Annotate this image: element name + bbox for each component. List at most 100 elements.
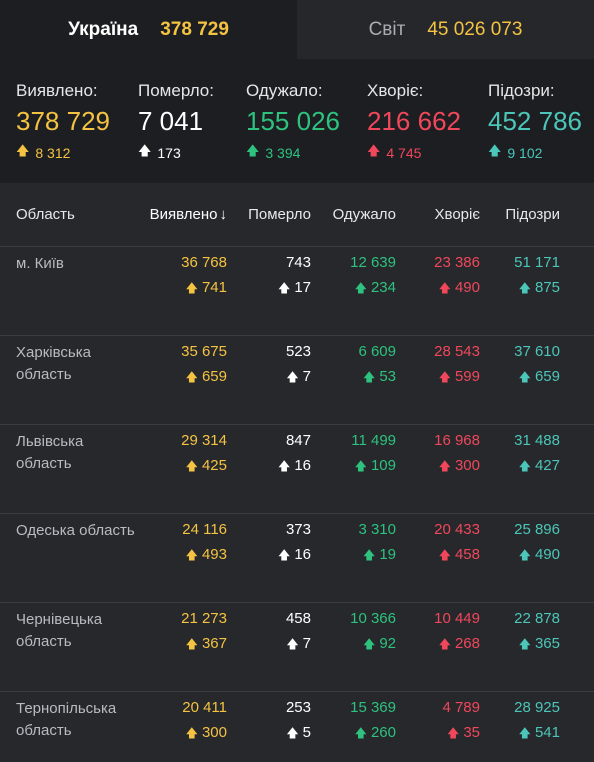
recovered-delta: 🡅 234 — [311, 278, 396, 298]
table-row[interactable]: Тернопільська область 20 411 🡅 300 253 🡅 5 15 3… — [0, 692, 594, 762]
cell-died: 373 🡅 16 — [227, 520, 311, 602]
sick-value: 28 543 — [434, 343, 480, 360]
suspected-delta: 🡅 875 — [480, 278, 560, 298]
stat-sick: Хворіє: 216 662 🡅 4 745 — [367, 81, 488, 162]
died-delta-value: 17 — [294, 279, 311, 296]
arrow-up-icon: 🡅 — [277, 281, 291, 295]
cell-recovered: 3 310 🡅 19 — [311, 520, 396, 602]
recovered-delta-value: 92 — [379, 635, 396, 652]
sick-value: 4 789 — [442, 699, 480, 716]
detected-delta-value: 300 — [201, 724, 227, 741]
cell-detected: 20 411 🡅 300 — [140, 698, 227, 762]
header-sick[interactable]: Хворіє — [434, 206, 480, 223]
recovered-delta-value: 19 — [379, 546, 396, 563]
stat-delta: 🡅 9 102 — [488, 142, 594, 164]
sick-delta-value: 490 — [454, 279, 480, 296]
sick-delta: 🡅 268 — [396, 634, 480, 654]
arrow-up-icon: 🡅 — [354, 459, 367, 473]
table-row[interactable]: Чернівецька область 21 273 🡅 367 458 🡅 7 10 366… — [0, 603, 594, 692]
stat-label: Одужало: — [246, 81, 323, 100]
recovered-delta-value: 109 — [370, 457, 396, 474]
cell-detected: 35 675 🡅 659 — [140, 342, 227, 424]
cell-sick: 28 543 🡅 599 — [396, 342, 480, 424]
cell-suspected: 25 896 🡅 490 — [480, 520, 574, 602]
table-row[interactable]: м. Київ 36 768 🡅 741 743 🡅 17 12 639 🡅 234 23 386 🡅… — [0, 247, 594, 336]
arrow-up-icon: 🡅 — [138, 143, 152, 158]
stat-died: Померло: 7 041 🡅 173 — [138, 81, 246, 162]
recovered-delta: 🡅 53 — [311, 367, 396, 387]
stat-label: Підозри: — [488, 81, 555, 100]
suspected-value: 22 878 — [514, 610, 560, 627]
table-row[interactable]: Харківська область 35 675 🡅 659 523 🡅 7 6 609 🡅 5… — [0, 336, 594, 425]
stat-label: Хворіє: — [367, 81, 424, 100]
stat-label: Померло: — [138, 81, 214, 100]
arrow-up-icon: 🡅 — [438, 370, 451, 384]
header-recovered[interactable]: Одужало — [332, 206, 396, 223]
cell-suspected: 51 171 🡅 875 — [480, 253, 574, 335]
suspected-value: 25 896 — [514, 521, 560, 538]
detected-delta: 🡅 493 — [140, 545, 227, 565]
arrow-up-icon: 🡅 — [362, 370, 376, 384]
header-region[interactable]: Область — [16, 206, 75, 223]
detected-delta-value: 659 — [201, 368, 227, 385]
stat-delta-value: 8 312 — [35, 145, 71, 161]
cell-sick: 16 968 🡅 300 — [396, 431, 480, 513]
header-suspected[interactable]: Підозри — [505, 206, 560, 223]
arrow-up-icon: 🡅 — [185, 370, 198, 384]
detected-value: 24 116 — [182, 521, 227, 538]
arrow-up-icon: 🡅 — [518, 637, 531, 651]
suspected-delta-value: 490 — [534, 546, 560, 563]
arrow-up-icon: 🡅 — [354, 726, 367, 740]
died-value: 253 — [285, 699, 311, 716]
died-value: 523 — [285, 343, 311, 360]
sick-delta: 🡅 300 — [396, 456, 480, 476]
died-delta-value: 16 — [294, 457, 311, 474]
died-delta-value: 16 — [294, 546, 311, 563]
recovered-delta: 🡅 92 — [311, 634, 396, 654]
detected-value: 29 314 — [181, 432, 227, 449]
cell-suspected: 28 925 🡅 541 — [480, 698, 574, 762]
cell-sick: 20 433 🡅 458 — [396, 520, 480, 602]
stat-suspected: Підозри: 452 786 🡅 9 102 — [488, 81, 594, 162]
arrow-up-icon: 🡅 — [362, 548, 376, 562]
died-value: 458 — [285, 610, 311, 627]
cell-suspected: 31 488 🡅 427 — [480, 431, 574, 513]
recovered-delta: 🡅 109 — [311, 456, 396, 476]
detected-delta-value: 493 — [201, 546, 227, 563]
cell-suspected: 37 610 🡅 659 — [480, 342, 574, 424]
stat-delta-value: 9 102 — [507, 145, 543, 161]
sick-delta-value: 35 — [463, 724, 480, 741]
arrow-up-icon: 🡅 — [277, 459, 291, 473]
table-row[interactable]: Львівська область 29 314 🡅 425 847 🡅 16 11 499 🡅… — [0, 425, 594, 514]
region-name: Чернівецька область — [16, 611, 103, 650]
suspected-value: 51 171 — [514, 254, 560, 271]
tab-ukraine[interactable]: Україна 378 729 — [0, 0, 297, 59]
header-detected-label: Виявлено — [149, 206, 218, 223]
suspected-delta: 🡅 427 — [480, 456, 560, 476]
arrow-up-icon: 🡅 — [286, 726, 299, 740]
stat-delta: 🡅 173 — [138, 142, 246, 164]
recovered-value: 15 369 — [350, 699, 396, 716]
tab-bar: Україна 378 729 Світ 45 026 073 — [0, 0, 594, 59]
arrow-up-icon: 🡅 — [277, 548, 291, 562]
arrow-up-icon: 🡅 — [362, 637, 376, 651]
table-row[interactable]: Одеська область 24 116 🡅 493 373 🡅 16 3 310 🡅 19 2… — [0, 514, 594, 603]
header-died[interactable]: Померло — [248, 206, 311, 223]
died-value: 847 — [285, 432, 311, 449]
recovered-delta: 🡅 19 — [311, 545, 396, 565]
cell-sick: 10 449 🡅 268 — [396, 609, 480, 691]
sick-delta: 🡅 35 — [396, 723, 480, 743]
stat-delta: 🡅 8 312 — [16, 142, 138, 164]
recovered-value: 6 609 — [358, 343, 396, 360]
recovered-delta: 🡅 260 — [311, 723, 396, 743]
tab-world[interactable]: Світ 45 026 073 — [297, 0, 594, 59]
arrow-up-icon: 🡅 — [438, 459, 451, 473]
stat-detected: Виявлено: 378 729 🡅 8 312 — [16, 81, 138, 162]
header-detected[interactable]: Виявлено ↓ — [140, 206, 227, 223]
cell-died: 458 🡅 7 — [227, 609, 311, 691]
suspected-delta: 🡅 541 — [480, 723, 560, 743]
cell-detected: 36 768 🡅 741 — [140, 253, 227, 335]
sick-delta-value: 458 — [454, 546, 480, 563]
suspected-delta-value: 875 — [534, 279, 560, 296]
sick-value: 16 968 — [434, 432, 480, 449]
